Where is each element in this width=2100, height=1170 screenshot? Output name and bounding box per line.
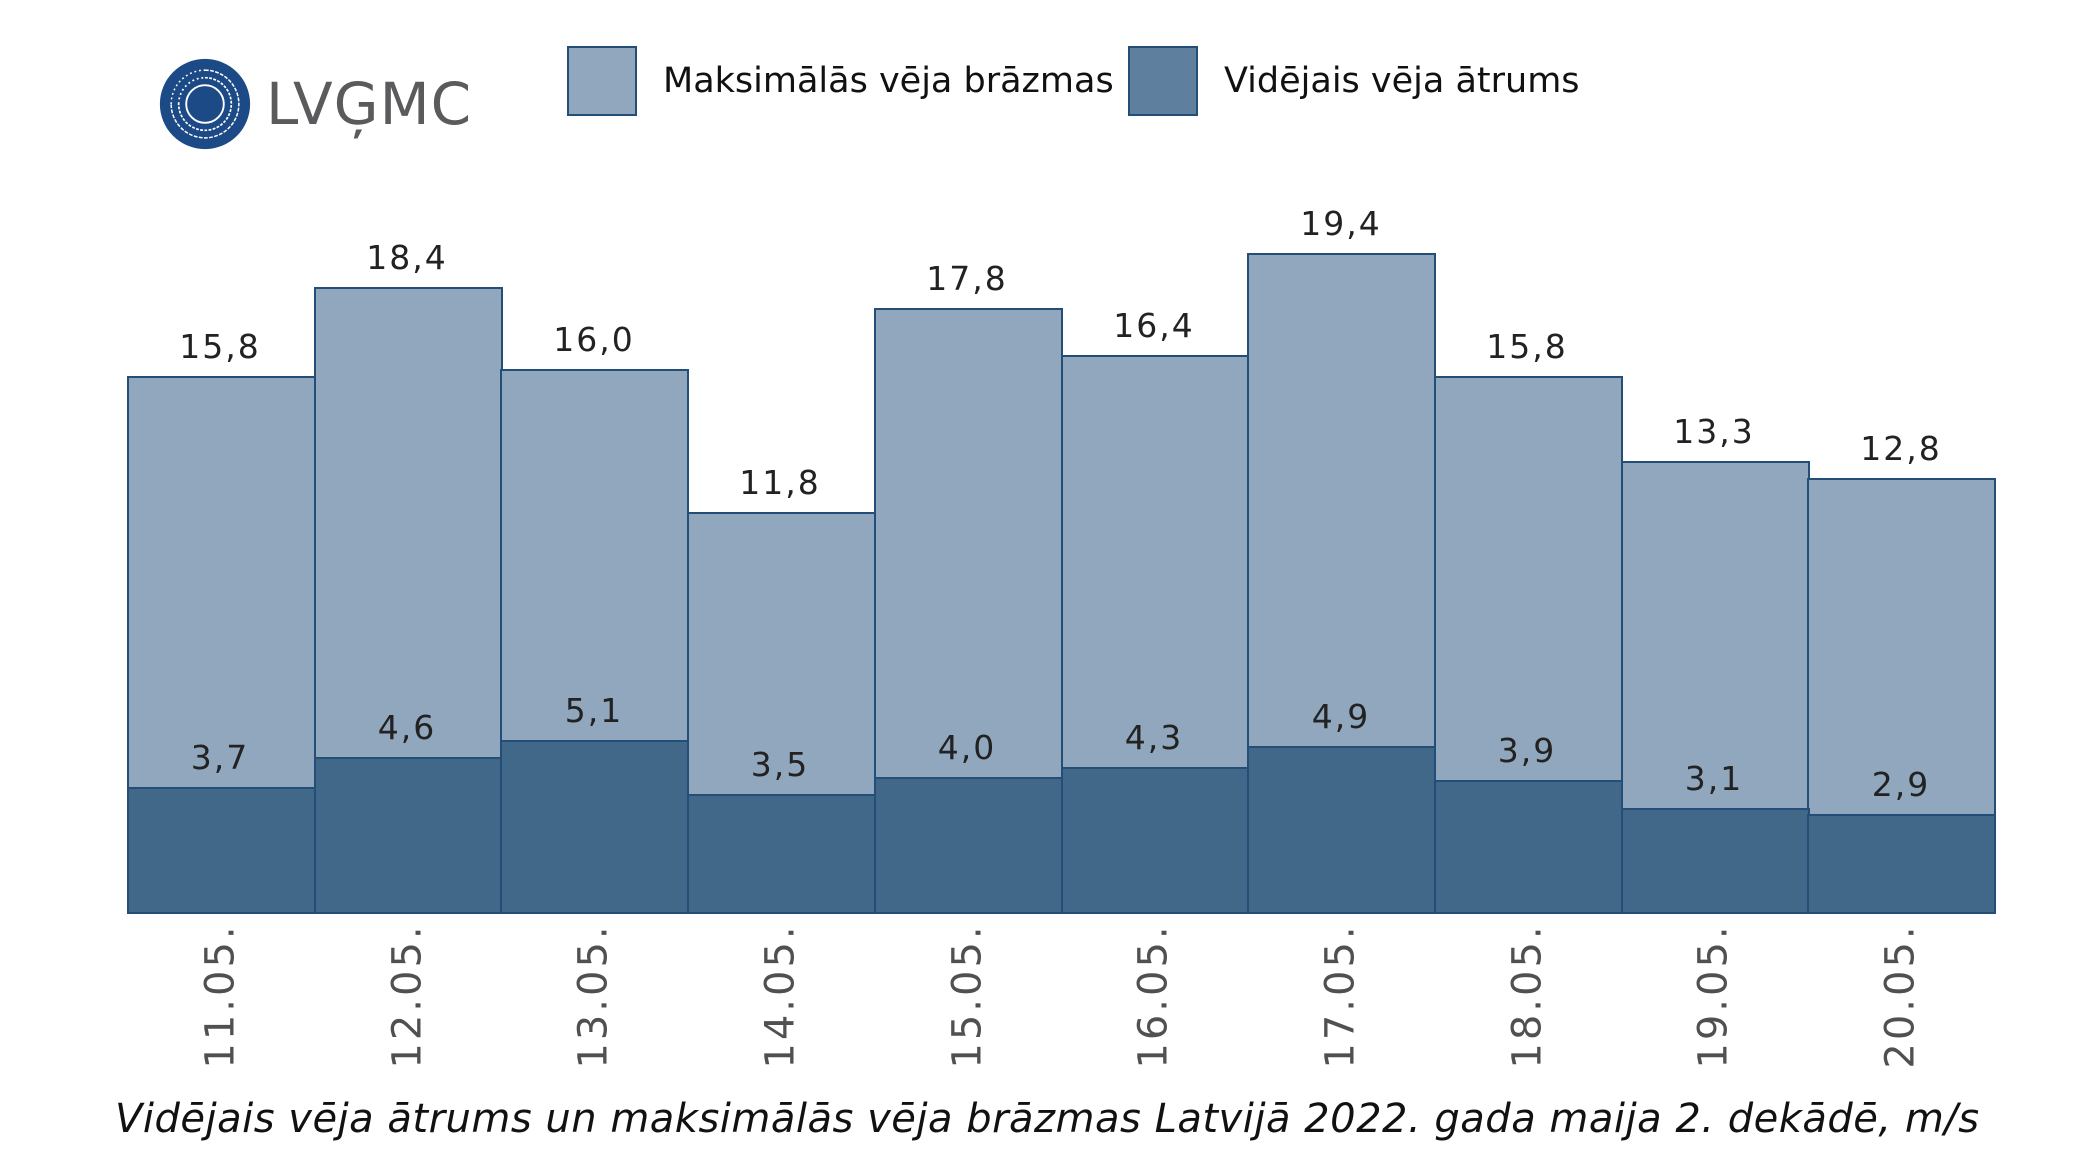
logo: LVĢMC xyxy=(158,56,472,152)
bar-avg-speed xyxy=(500,740,689,914)
value-label-max-gust: 17,8 xyxy=(926,259,1008,298)
legend-label-avg-speed: Vidējais vēja ātrums xyxy=(1224,61,1580,101)
x-axis-tick-label: 13.05. xyxy=(570,923,617,1069)
legend-item-max-gusts: Maksimālās vēja brāzmas xyxy=(567,46,1114,116)
x-axis-tick-label: 16.05. xyxy=(1130,923,1177,1069)
legend-swatch-max-gusts xyxy=(567,46,637,116)
value-label-avg-speed: 3,9 xyxy=(1497,731,1557,770)
value-label-max-gust: 16,4 xyxy=(1113,306,1195,345)
value-label-max-gust: 15,8 xyxy=(179,327,261,366)
x-axis-tick-label: 15.05. xyxy=(944,923,991,1069)
value-label-max-gust: 15,8 xyxy=(1486,327,1568,366)
value-label-avg-speed: 4,6 xyxy=(377,708,437,747)
value-label-avg-speed: 5,1 xyxy=(564,691,624,730)
value-label-avg-speed: 4,0 xyxy=(937,728,997,767)
value-label-max-gust: 16,0 xyxy=(553,320,635,359)
bar-avg-speed xyxy=(1061,767,1250,914)
bar-avg-speed xyxy=(687,794,876,914)
value-label-max-gust: 18,4 xyxy=(366,238,448,277)
bar-avg-speed xyxy=(1434,780,1623,914)
bar-avg-speed xyxy=(127,787,316,914)
x-axis-tick-label: 18.05. xyxy=(1504,923,1551,1069)
value-label-avg-speed: 4,9 xyxy=(1311,697,1371,736)
value-label-avg-speed: 3,7 xyxy=(190,738,250,777)
x-axis-tick-label: 11.05. xyxy=(197,923,244,1069)
value-label-avg-speed: 4,3 xyxy=(1124,718,1184,757)
value-label-max-gust: 12,8 xyxy=(1860,429,1942,468)
x-axis-tick-label: 19.05. xyxy=(1690,923,1737,1069)
value-label-avg-speed: 3,5 xyxy=(750,745,810,784)
value-label-max-gust: 11,8 xyxy=(739,463,821,502)
bar-avg-speed xyxy=(1807,814,1996,914)
chart-caption: Vidējais vēja ātrums un maksimālās vēja … xyxy=(115,1096,1980,1142)
value-label-max-gust: 13,3 xyxy=(1673,412,1755,451)
value-label-avg-speed: 2,9 xyxy=(1871,765,1931,804)
x-axis-tick-label: 12.05. xyxy=(384,923,431,1069)
bar-avg-speed xyxy=(1247,746,1436,914)
bar-avg-speed xyxy=(874,777,1063,914)
legend-item-avg-speed: Vidējais vēja ātrums xyxy=(1128,46,1580,116)
value-label-avg-speed: 3,1 xyxy=(1684,759,1744,798)
x-axis-tick-label: 17.05. xyxy=(1317,923,1364,1069)
value-label-max-gust: 19,4 xyxy=(1300,204,1382,243)
bar-avg-speed xyxy=(1621,808,1810,914)
x-axis-tick-label: 14.05. xyxy=(757,923,804,1069)
bar-avg-speed xyxy=(314,757,503,914)
logo-text: LVĢMC xyxy=(266,70,473,138)
legend-swatch-avg-speed xyxy=(1128,46,1198,116)
lvgmc-circle-logo-icon xyxy=(159,58,251,150)
x-axis-tick-label: 20.05. xyxy=(1877,923,1924,1069)
legend-label-max-gusts: Maksimālās vēja brāzmas xyxy=(663,61,1114,101)
